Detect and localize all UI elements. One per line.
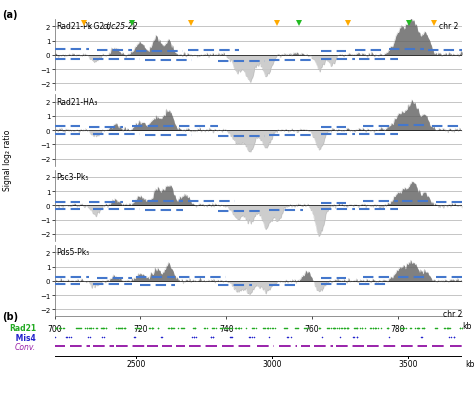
Text: Pds5-Pk₅: Pds5-Pk₅ — [56, 248, 90, 257]
Text: (a): (a) — [2, 10, 18, 20]
Text: Rad21-Pk: Rad21-Pk — [56, 22, 93, 31]
Text: 2500: 2500 — [127, 360, 146, 369]
Text: kb: kb — [462, 321, 472, 330]
Text: Signal log₂ ratio: Signal log₂ ratio — [3, 130, 11, 191]
Text: Rad21-HA₃: Rad21-HA₃ — [56, 97, 98, 106]
Text: kb: kb — [465, 360, 474, 369]
Text: chr 2: chr 2 — [443, 309, 462, 318]
Text: chr 2: chr 2 — [439, 22, 458, 31]
Text: Psc3-Pk₅: Psc3-Pk₅ — [56, 172, 89, 182]
Text: Conv.: Conv. — [15, 342, 36, 351]
Text: cdc25-22: cdc25-22 — [102, 22, 138, 31]
Text: ): ) — [131, 22, 134, 31]
Text: 3500: 3500 — [398, 360, 418, 369]
Text: ₅ G2 (: ₅ G2 ( — [88, 22, 109, 31]
Text: Rad21: Rad21 — [9, 324, 36, 332]
Text: Mis4: Mis4 — [13, 333, 36, 342]
Text: (b): (b) — [2, 311, 18, 321]
Text: 3000: 3000 — [262, 360, 282, 369]
